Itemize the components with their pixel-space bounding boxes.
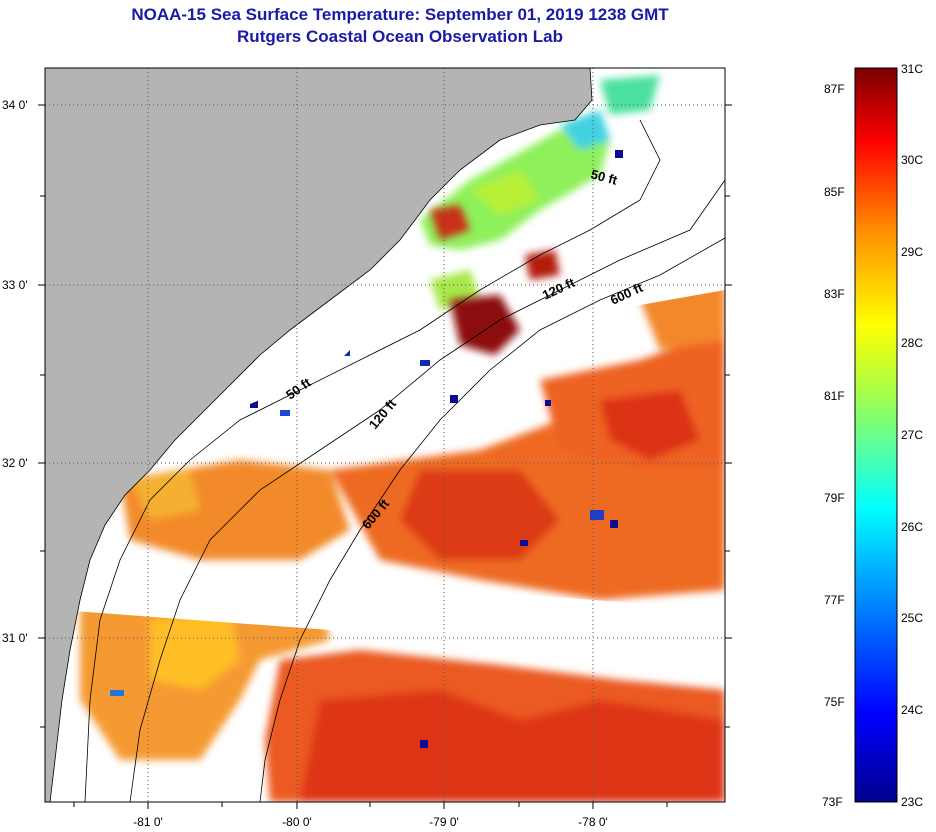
lon-label-79: -79 0' bbox=[429, 815, 459, 829]
cb-c-29: 29C bbox=[901, 245, 924, 259]
lat-label-33: 33 0' bbox=[2, 278, 28, 292]
map-subtitle: Rutgers Coastal Ocean Observation Lab bbox=[237, 27, 563, 46]
cb-c-27: 27C bbox=[901, 428, 924, 442]
cb-c-30: 30C bbox=[901, 153, 924, 167]
land-mass bbox=[45, 68, 592, 802]
cb-c-24: 24C bbox=[901, 703, 924, 717]
lat-label-31: 31 0' bbox=[2, 631, 28, 645]
map-frame bbox=[44, 67, 726, 803]
tick-marks bbox=[38, 104, 732, 809]
cb-c-28: 28C bbox=[901, 336, 924, 350]
warm-hotspots bbox=[430, 205, 560, 355]
map-title: NOAA-15 Sea Surface Temperature: Septemb… bbox=[131, 5, 669, 24]
cb-f-83: 83F bbox=[824, 287, 845, 301]
cb-f-87: 87F bbox=[824, 82, 845, 96]
cb-f-79: 79F bbox=[824, 491, 845, 505]
cb-f-85: 85F bbox=[824, 185, 845, 199]
contour-120ft bbox=[129, 179, 725, 802]
cb-f-77: 77F bbox=[824, 593, 845, 607]
lat-label-32: 32 0' bbox=[2, 456, 28, 470]
lon-label-78: -78 0' bbox=[578, 815, 608, 829]
contour-50ft bbox=[84, 119, 661, 802]
contour-label-50ft-north: 50 ft bbox=[589, 166, 619, 188]
lat-label-34: 34 0' bbox=[2, 98, 28, 112]
coastline bbox=[49, 68, 593, 802]
cb-f-81: 81F bbox=[824, 389, 845, 403]
contour-600ft bbox=[259, 237, 725, 802]
cb-c-31: 31C bbox=[901, 62, 924, 76]
cb-f-73: 73F bbox=[822, 795, 843, 809]
cb-c-25: 25C bbox=[901, 611, 924, 625]
cool-shelf-water bbox=[420, 75, 660, 310]
cb-c-26: 26C bbox=[901, 520, 924, 534]
colorbar bbox=[854, 67, 898, 803]
sst-field bbox=[80, 280, 725, 802]
cb-f-75: 75F bbox=[824, 695, 845, 709]
cloud-mask bbox=[60, 230, 725, 660]
graticule bbox=[45, 68, 725, 802]
cb-c-23: 23C bbox=[901, 795, 924, 809]
lon-label-80: -80 0' bbox=[282, 815, 312, 829]
lon-label-81: -81 0' bbox=[133, 815, 163, 829]
